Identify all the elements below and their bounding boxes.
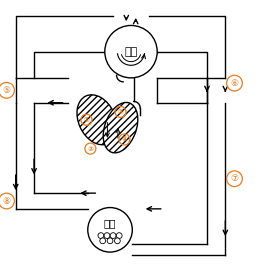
Circle shape [105,25,157,78]
Text: 组织: 组织 [104,218,116,228]
Circle shape [98,233,104,238]
Circle shape [114,238,120,244]
Ellipse shape [77,95,117,145]
Text: ③: ③ [118,109,123,115]
Text: ②: ② [88,146,93,151]
Text: ⑦: ⑦ [230,174,239,183]
Text: ④: ④ [122,136,127,143]
Circle shape [107,238,113,244]
Ellipse shape [103,102,138,153]
Text: ⑥: ⑥ [230,79,239,88]
Circle shape [110,233,116,238]
Text: ⑧: ⑧ [2,196,11,205]
Text: ①: ① [84,117,89,123]
Circle shape [116,233,122,238]
Circle shape [88,208,132,252]
Text: 肺泡: 肺泡 [124,47,138,57]
Circle shape [104,233,110,238]
Text: ⑤: ⑤ [2,86,11,95]
Circle shape [100,238,106,244]
